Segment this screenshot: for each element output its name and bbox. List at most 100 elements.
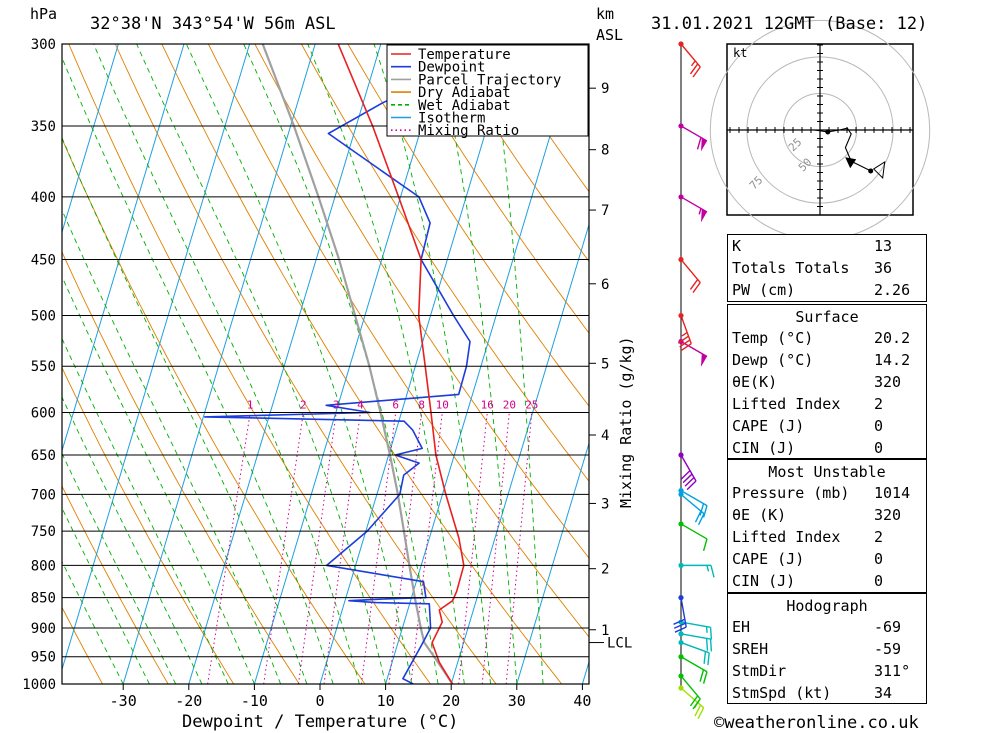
- wind-barb: [678, 562, 715, 578]
- mixing-ratio-label: 2: [300, 398, 307, 411]
- wind-barb: [678, 194, 708, 223]
- wet-adiabat: [373, 44, 492, 684]
- mixing-ratio-line: [458, 412, 488, 684]
- mixing-ratio-axis-title: Mixing Ratio (g/kg): [617, 336, 635, 508]
- mixing-ratio-label: 6: [392, 398, 399, 411]
- wind-feather: [673, 622, 686, 629]
- pressure-tick-label: 550: [31, 359, 56, 375]
- km-tick-label: 1: [601, 623, 609, 639]
- wind-barb: [678, 256, 701, 293]
- mixing-ratio-label: 10: [436, 398, 449, 411]
- pressure-tick-label: 950: [31, 650, 56, 666]
- pressure-tick-label: 750: [31, 524, 56, 540]
- wet-adiabat: [243, 44, 439, 684]
- wet-adiabat: [490, 44, 544, 684]
- wind-feather: [692, 698, 701, 710]
- km-tick-label: 8: [601, 143, 609, 159]
- wet-adiabat: [62, 136, 308, 684]
- most-unstable-row: CAPE (J) 0: [732, 550, 884, 568]
- isotherm: [188, 44, 382, 684]
- wind-dot: [678, 685, 684, 691]
- most-unstable-row: Lifted Index 2: [732, 528, 884, 546]
- wind-staff: [680, 641, 710, 654]
- hodograph-start-dot: [825, 129, 831, 135]
- wind-pennant: [700, 208, 707, 223]
- mixing-ratio-line: [263, 412, 304, 684]
- dry-adiabat: [62, 606, 103, 684]
- dry-adiabat: [440, 44, 589, 263]
- wind-barb: [678, 654, 708, 684]
- wind-feather: [696, 137, 702, 150]
- wind-barb: [678, 338, 708, 367]
- most-unstable-panel: Most Unstable Pressure (mb) 1014 θE (K) 32…: [727, 459, 927, 593]
- hodograph-stats-title: Hodograph: [786, 597, 868, 615]
- legend-label: Mixing Ratio: [418, 123, 519, 139]
- km-tick-label: 6: [601, 277, 609, 293]
- wind-barb: [678, 521, 708, 552]
- surface-row: Dewp (°C) 14.2: [732, 351, 911, 369]
- wind-half-feather: [690, 60, 696, 67]
- pressure-unit-label: hPa: [30, 5, 57, 23]
- surface-panel: Surface Temp (°C) 20.2 Dewp (°C) 14.2 θE(K…: [727, 304, 927, 459]
- location-title: 32°38'N 343°54'W 56m ASL: [90, 14, 336, 34]
- dry-adiabat: [301, 44, 589, 482]
- wind-barb: [678, 639, 710, 666]
- hodograph-end-dot: [868, 168, 874, 174]
- dry-adiabat: [68, 44, 431, 684]
- x-tick-label: 0: [315, 692, 324, 710]
- pressure-tick-label: 400: [31, 190, 56, 206]
- wind-feather: [680, 343, 692, 352]
- wind-barbs: [673, 41, 715, 720]
- mixing-ratio-line: [360, 412, 397, 684]
- lcl-label: LCL: [607, 636, 632, 652]
- wind-feather: [710, 565, 715, 578]
- mixing-ratio-line: [481, 412, 510, 684]
- wind-feather: [692, 66, 701, 78]
- isotherm: [319, 44, 513, 684]
- wind-feather: [680, 470, 691, 480]
- mixing-ratio-label: 25: [525, 398, 538, 411]
- most-unstable-row: CIN (J) 0: [732, 572, 884, 590]
- mixing-ratio-line: [297, 412, 337, 684]
- wind-staff: [680, 633, 711, 640]
- wind-staff: [680, 259, 701, 283]
- index-row-pw: PW (cm) 2.26: [732, 281, 911, 299]
- wind-barb: [678, 685, 705, 720]
- wind-barb: [678, 491, 705, 526]
- isotherm: [62, 44, 251, 672]
- mixing-ratio-label: 8: [418, 398, 425, 411]
- dry-adiabat: [394, 44, 589, 334]
- wind-dot: [678, 562, 684, 568]
- wind-dot: [678, 595, 684, 601]
- wind-feather: [686, 480, 697, 491]
- wind-half-feather: [681, 331, 688, 337]
- wind-staff: [680, 125, 708, 142]
- wind-feather: [689, 695, 699, 707]
- mixing-ratio-line: [388, 412, 423, 684]
- pressure-tick-label: 650: [31, 448, 56, 464]
- legend-box: [386, 44, 589, 137]
- mixing-ratio-line: [505, 412, 533, 684]
- wind-feather: [679, 339, 691, 348]
- pressure-tick-label: 1000: [22, 677, 56, 693]
- km-tick-label: 7: [601, 203, 609, 219]
- hodograph-stats-row: EH -69: [732, 618, 902, 636]
- hodograph-stats-row: StmSpd (kt) 34: [732, 684, 893, 702]
- km-tick-label: 4: [601, 428, 609, 444]
- hodograph-stats-row: StmDir 311°: [732, 662, 911, 680]
- x-tick-label: -30: [110, 692, 137, 710]
- wind-feather: [703, 651, 707, 664]
- mixing-ratio-label: 3: [333, 398, 340, 411]
- wind-barb: [678, 123, 708, 152]
- wind-staff: [680, 523, 708, 540]
- legend-label: Dry Adiabat: [418, 85, 511, 101]
- surface-row: Temp (°C) 20.2: [732, 329, 911, 347]
- wind-feather: [697, 513, 705, 526]
- most-unstable-row: Pressure (mb) 1014: [732, 484, 911, 502]
- wet-adiabat: [62, 560, 124, 684]
- legend-label: Dewpoint: [418, 60, 485, 76]
- wind-staff: [680, 315, 692, 344]
- wind-feather: [674, 626, 687, 633]
- isotherm: [62, 44, 119, 234]
- isotherm: [516, 441, 589, 684]
